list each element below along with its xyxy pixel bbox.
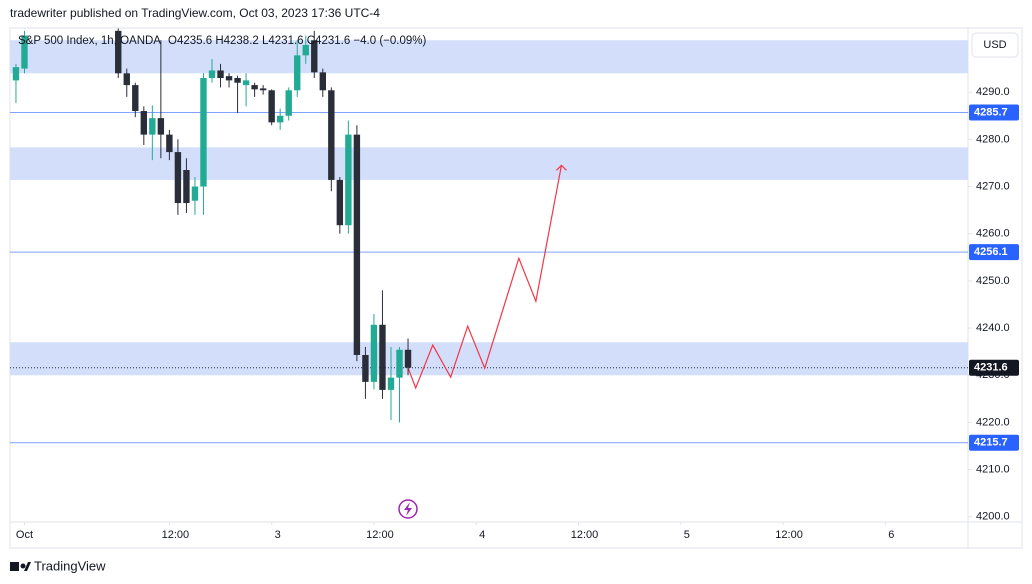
candle-body <box>21 35 28 69</box>
last-price-label: 4231.6 <box>974 362 1008 374</box>
level-label-box <box>969 434 1019 451</box>
candle-body <box>336 179 344 226</box>
x-tick-label: 3 <box>275 529 281 541</box>
y-tick-label: 4280.0 <box>976 133 1010 145</box>
y-tick-label: 4220.0 <box>976 416 1010 428</box>
zone <box>10 40 968 74</box>
x-tick-label: Oct <box>16 529 33 541</box>
level-label-box <box>969 244 1019 261</box>
candle-body <box>166 134 173 153</box>
projection-path <box>407 165 563 390</box>
candle-body <box>123 73 130 86</box>
level-label: 4256.1 <box>974 246 1008 258</box>
candle-body <box>174 152 182 204</box>
x-tick-label: 12:00 <box>366 529 394 541</box>
candle-body <box>319 72 326 91</box>
candle-body <box>149 118 156 135</box>
y-tick-label: 4270.0 <box>976 180 1010 192</box>
candle-body <box>345 134 352 226</box>
level-label: 4285.7 <box>974 106 1008 118</box>
candle-body <box>132 85 139 112</box>
candle-body <box>208 70 216 79</box>
candle-body <box>353 134 361 355</box>
pane-frame <box>9 27 1023 549</box>
y-tick-label: 4240.0 <box>976 322 1010 334</box>
currency: USD <box>983 39 1006 51</box>
candle-body <box>157 118 165 135</box>
brand: TradingView <box>34 558 106 573</box>
ohlc-legend: O4235.6 H4238.2 L4231.6 C4231.6 −4.0 (−0… <box>168 35 426 47</box>
y-tick-label: 4290.0 <box>976 86 1010 98</box>
candle-body <box>362 354 369 382</box>
candle-body <box>191 186 199 201</box>
candle-body <box>276 115 284 123</box>
event-icon[interactable] <box>398 499 418 519</box>
x-tick-label: 12:00 <box>571 529 599 541</box>
publisher: tradewriter published on TradingView.com… <box>10 6 380 20</box>
zone <box>10 342 968 376</box>
candle-body <box>183 170 190 204</box>
candle-body <box>242 80 250 86</box>
candle-body <box>294 55 301 91</box>
candle-body <box>140 111 148 135</box>
candle-body <box>379 324 386 390</box>
currency-button[interactable] <box>971 32 1019 58</box>
candle-body <box>115 30 122 74</box>
brand-logo <box>10 562 31 571</box>
candle-body <box>217 70 224 79</box>
x-tick-label: 12:00 <box>775 529 803 541</box>
y-tick-label: 4200.0 <box>976 511 1010 523</box>
candle-body <box>12 67 20 81</box>
x-tick-label: 12:00 <box>162 529 190 541</box>
candle-body <box>302 44 309 56</box>
candle-body <box>396 349 403 378</box>
candle-body <box>251 85 258 90</box>
candle-body <box>234 78 241 83</box>
candle-body <box>404 349 412 368</box>
candle-body <box>311 40 318 73</box>
candle-body <box>268 90 275 123</box>
candle-body <box>387 377 395 390</box>
y-tick-label: 4210.0 <box>976 464 1010 476</box>
y-tick-label: 4260.0 <box>976 228 1010 240</box>
x-tick-label: 5 <box>684 529 690 541</box>
y-tick-label: 4250.0 <box>976 275 1010 287</box>
x-tick-label: 6 <box>888 529 894 541</box>
level-label: 4215.7 <box>974 437 1008 449</box>
level-label-box <box>969 104 1019 121</box>
candle-body <box>328 90 335 180</box>
projection-arrowhead <box>556 164 567 171</box>
candle-body <box>200 78 207 187</box>
candle-body <box>370 324 378 382</box>
symbol: S&P 500 Index, 1h, OANDA <box>18 35 161 47</box>
candle-body <box>285 90 292 116</box>
last-price-box <box>969 359 1019 376</box>
x-tick-label: 4 <box>479 529 485 541</box>
candle-body <box>225 76 233 81</box>
candle-body <box>259 88 267 91</box>
zone <box>10 147 968 180</box>
